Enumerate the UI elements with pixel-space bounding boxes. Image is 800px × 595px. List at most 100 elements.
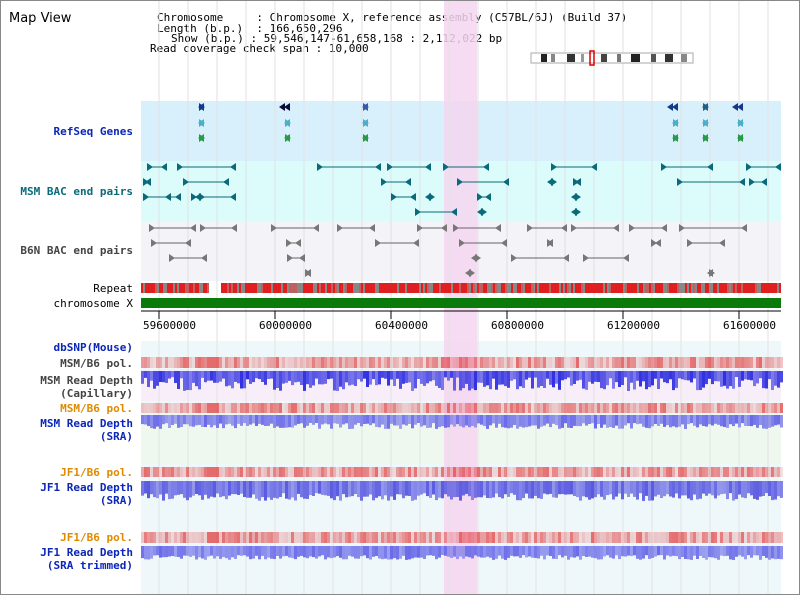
msm-capillary-depth-bar bbox=[267, 371, 270, 379]
msm-b6-pol-sra-strip bbox=[513, 403, 516, 413]
feature-arrow bbox=[387, 163, 393, 171]
msm-b6-pol-strip bbox=[555, 357, 558, 368]
jf1-sra-depth-bar bbox=[765, 481, 768, 494]
length-info: Length (b.p.) : 166,650,296 bbox=[157, 22, 343, 35]
jf1-b6-pol-trim-strip bbox=[336, 532, 339, 543]
msm-b6-pol-strip bbox=[627, 357, 630, 368]
jf1-b6-pol-strip bbox=[483, 467, 486, 477]
jf1-sra-depth-bar bbox=[687, 481, 690, 499]
msm-b6-pol-strip bbox=[318, 357, 321, 368]
msm-b6-pol-sra-strip bbox=[480, 403, 483, 413]
repeat-segment bbox=[267, 283, 269, 293]
msm-b6-pol-sra-strip bbox=[516, 403, 519, 413]
jf1-b6-pol-trim-strip bbox=[756, 532, 759, 543]
msm-b6-pol-strip bbox=[234, 357, 237, 368]
track-label-repeat: Repeat bbox=[93, 282, 133, 295]
jf1-b6-pol-trim-strip bbox=[366, 532, 369, 543]
jf1-sra-depth-bar bbox=[543, 481, 546, 494]
msm-b6-pol-sra-strip bbox=[642, 403, 645, 413]
jf1-trim-depth-bar bbox=[144, 546, 147, 560]
jf1-trim-depth-bar bbox=[678, 546, 681, 560]
msm-b6-pol-sra-strip bbox=[693, 403, 696, 413]
jf1-b6-pol-strip bbox=[738, 467, 741, 477]
jf1-sra-depth-bar bbox=[396, 481, 399, 495]
msm-sra-depth-bar bbox=[717, 415, 720, 425]
msm-b6-pol-strip bbox=[729, 357, 732, 368]
jf1-b6-pol-strip bbox=[402, 467, 405, 477]
msm-sra-depth-bar bbox=[591, 415, 594, 424]
jf1-b6-pol-trim-strip bbox=[501, 532, 504, 543]
repeat-segment bbox=[461, 283, 463, 293]
msm-b6-pol-sra-strip bbox=[423, 403, 426, 413]
jf1-sra-depth-bar bbox=[618, 481, 621, 494]
jf1-b6-pol-strip bbox=[324, 467, 327, 477]
jf1-b6-pol-strip bbox=[669, 467, 672, 477]
msm-b6-pol-sra-strip bbox=[453, 403, 456, 413]
msm-b6-pol-sra-strip bbox=[645, 403, 648, 413]
repeat-segment bbox=[473, 283, 475, 293]
jf1-b6-pol-trim-strip bbox=[258, 532, 261, 543]
msm-b6-pol-sra-strip bbox=[225, 403, 228, 413]
msm-b6-pol-sra-strip bbox=[618, 403, 621, 413]
repeat-segment bbox=[183, 283, 185, 293]
repeat-segment bbox=[457, 283, 459, 293]
msm-capillary-depth-bar bbox=[342, 371, 345, 390]
repeat-segment bbox=[247, 283, 249, 293]
msm-sra-depth-bar bbox=[327, 415, 330, 425]
jf1-b6-pol-strip bbox=[564, 467, 567, 477]
repeat-segment bbox=[293, 283, 295, 293]
msm-b6-pol-strip bbox=[405, 357, 408, 368]
jf1-b6-pol-trim-strip bbox=[744, 532, 747, 543]
feature-arrow bbox=[702, 103, 708, 111]
msm-b6-pol-sra-strip bbox=[378, 403, 381, 413]
msm-b6-pol-sra-strip bbox=[726, 403, 729, 413]
msm-capillary-depth-bar bbox=[666, 371, 669, 384]
jf1-sra-depth-bar bbox=[462, 481, 465, 496]
msm-b6-pol-strip bbox=[162, 357, 165, 368]
msm-capillary-depth-bar bbox=[741, 371, 744, 381]
repeat-segment bbox=[601, 283, 603, 293]
msm-b6-pol-sra-strip bbox=[321, 403, 324, 413]
msm-capillary-depth-bar bbox=[339, 371, 342, 387]
msm-capillary-depth-bar bbox=[228, 371, 231, 386]
msm-sra-depth-bar bbox=[492, 415, 495, 424]
jf1-trim-depth-bar bbox=[771, 546, 774, 559]
msm-b6-pol-sra-strip bbox=[555, 403, 558, 413]
feature-arrow bbox=[672, 103, 678, 111]
jf1-b6-pol-trim-strip bbox=[666, 532, 669, 543]
jf1-trim-depth-bar bbox=[276, 546, 279, 556]
jf1-trim-depth-bar bbox=[453, 546, 456, 557]
jf1-b6-pol-strip bbox=[486, 467, 489, 477]
msm-b6-pol-strip bbox=[279, 357, 282, 368]
jf1-b6-pol-trim-strip bbox=[306, 532, 309, 543]
jf1-b6-pol-trim-strip bbox=[576, 532, 579, 543]
feature-arrow bbox=[417, 224, 423, 232]
jf1-trim-depth-bar bbox=[624, 546, 627, 557]
jf1-b6-pol-trim-strip bbox=[606, 532, 609, 543]
jf1-sra-depth-bar bbox=[594, 481, 597, 498]
msm-capillary-depth-bar bbox=[768, 371, 771, 380]
jf1-b6-pol-strip bbox=[552, 467, 555, 477]
jf1-sra-depth-bar bbox=[282, 481, 285, 494]
jf1-b6-pol-strip bbox=[360, 467, 363, 477]
jf1-sra-depth-bar bbox=[621, 481, 624, 500]
jf1-trim-depth-bar bbox=[618, 546, 621, 560]
repeat-segment bbox=[299, 283, 301, 293]
jf1-b6-pol-strip bbox=[150, 467, 153, 477]
msm-capillary-depth-bar bbox=[693, 371, 696, 379]
repeat-segment bbox=[585, 283, 587, 293]
feature-arrow bbox=[198, 103, 204, 111]
repeat-segment bbox=[471, 283, 473, 293]
msm-b6-pol-sra-strip bbox=[588, 403, 591, 413]
jf1-sra-depth-bar bbox=[324, 481, 327, 496]
msm-capillary-depth-bar bbox=[729, 371, 732, 387]
feature-arrow bbox=[477, 208, 483, 216]
jf1-b6-pol-trim-strip bbox=[714, 532, 717, 543]
jf1-b6-pol-trim-strip bbox=[729, 532, 732, 543]
feature-arrow bbox=[457, 178, 463, 186]
msm-capillary-depth-bar bbox=[699, 371, 702, 390]
repeat-segment bbox=[369, 283, 371, 293]
msm-b6-pol-sra-strip bbox=[327, 403, 330, 413]
jf1-b6-pol-trim-strip bbox=[396, 532, 399, 543]
